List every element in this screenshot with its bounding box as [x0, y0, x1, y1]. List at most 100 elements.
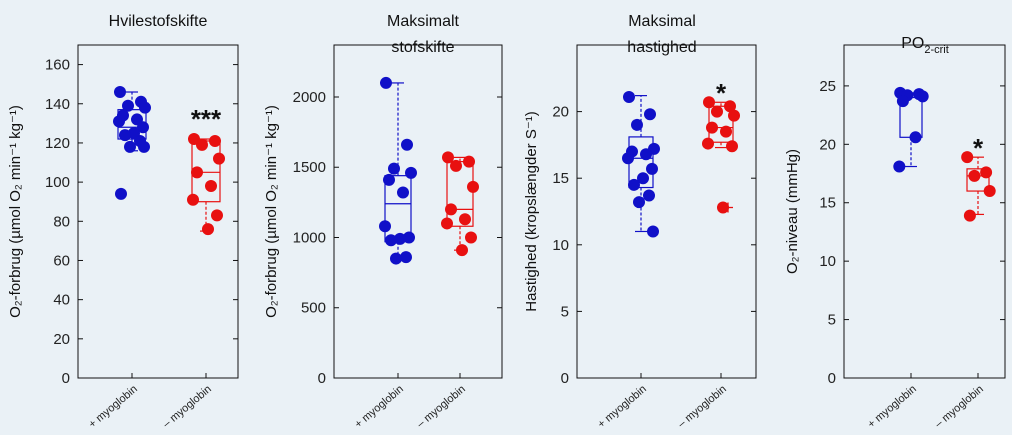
data-point [647, 225, 659, 238]
panel-1: 0 20 40 60 80 100 120 140 160 + myoglobin – myoglo… [7, 13, 239, 431]
x-category-label: – myoglobin [676, 383, 729, 430]
data-point [114, 86, 126, 99]
data-point [623, 90, 635, 103]
group-with-myoglobin [379, 76, 417, 265]
data-point [124, 140, 136, 153]
data-point [893, 160, 906, 173]
panel-2: 0 500 1000 1500 2000 + myoglobin – myoglobin Ma… [263, 13, 503, 431]
x-category-label: – myoglobin [415, 383, 468, 430]
data-point [628, 178, 640, 191]
significance-marker: * [973, 133, 984, 163]
y-axis-label: O₂-forbrug (µmol O₂ min⁻¹ kg⁻¹) [263, 105, 280, 318]
box [966, 168, 990, 192]
panel-title: Maksimal [628, 13, 696, 30]
axes-frame [576, 44, 757, 379]
panel-title: PO2-crit [901, 35, 949, 56]
y-tick-label: 15 [552, 170, 569, 187]
significance-marker: * [716, 78, 727, 108]
y-tick-label: 1000 [293, 229, 326, 246]
data-point [963, 209, 976, 222]
data-point [631, 118, 643, 131]
panel-title: Maksimalt [387, 13, 460, 30]
data-point [138, 140, 150, 153]
x-category-label: – myoglobin [161, 383, 214, 430]
data-point [113, 115, 125, 128]
group-with-myoglobin [622, 90, 660, 238]
data-point [640, 148, 652, 161]
panel-title: hastighed [627, 39, 696, 56]
data-point [646, 162, 658, 175]
data-point [202, 223, 214, 236]
axes-frame [843, 44, 1006, 379]
y-tick-label: 0 [561, 370, 569, 387]
panel-title: Hvilestofskifte [109, 13, 208, 30]
data-point [209, 134, 221, 147]
y-tick-label: 25 [819, 78, 836, 95]
data-point [397, 186, 409, 199]
panel-3: 0 5 10 15 20 + myoglobin – myoglobin Maksimal ha… [523, 13, 757, 431]
data-point [916, 90, 929, 103]
data-point [644, 108, 656, 121]
data-point [459, 213, 471, 226]
data-point [968, 169, 981, 182]
x-category-label: + myoglobin [866, 383, 919, 431]
data-point [213, 152, 225, 165]
group-with-myoglobin [113, 86, 151, 200]
data-point [463, 155, 475, 168]
data-point [441, 217, 453, 230]
data-point [187, 193, 199, 206]
group-with-myoglobin [893, 86, 929, 173]
data-point [983, 185, 996, 198]
data-point [139, 101, 151, 114]
y-tick-label: 0 [62, 370, 70, 387]
x-category-label: + myoglobin [87, 383, 140, 431]
y-tick-label: 1500 [293, 159, 326, 176]
data-point [211, 209, 223, 222]
data-point [400, 251, 412, 264]
y-tick-label: 500 [301, 300, 326, 317]
data-point [445, 203, 457, 216]
data-point [637, 172, 649, 185]
y-tick-label: 120 [45, 135, 70, 152]
data-point [706, 121, 718, 134]
axes-frame [77, 44, 239, 379]
y-tick-label: 10 [819, 253, 836, 270]
y-tick-label: 100 [45, 174, 70, 191]
data-point [724, 100, 736, 113]
y-tick-label: 5 [561, 303, 569, 320]
data-point [465, 231, 477, 244]
data-point [726, 140, 738, 153]
y-tick-label: 60 [53, 252, 70, 269]
data-point [388, 162, 400, 175]
data-point [717, 201, 729, 214]
data-point [442, 151, 454, 164]
data-point [622, 152, 634, 165]
y-tick-label: 5 [828, 312, 836, 329]
data-point [383, 173, 395, 186]
data-point [643, 189, 655, 202]
axes-frame [333, 44, 503, 379]
data-point [403, 231, 415, 244]
group-without-myoglobin [961, 151, 996, 222]
data-point [720, 125, 732, 138]
y-axis-label: O₂-forbrug (µmol O₂ min⁻¹ kg⁻¹) [7, 105, 24, 318]
data-point [394, 232, 406, 245]
data-point [961, 151, 974, 164]
y-tick-label: 20 [552, 104, 569, 121]
data-point [196, 138, 208, 151]
data-point [401, 138, 413, 151]
data-point [380, 76, 392, 89]
y-tick-label: 20 [819, 136, 836, 153]
data-point [191, 166, 203, 179]
group-without-myoglobin [441, 151, 479, 257]
data-point [896, 95, 909, 108]
data-point [385, 234, 397, 247]
group-without-myoglobin [702, 96, 740, 214]
data-point [122, 99, 134, 112]
y-tick-label: 0 [828, 370, 836, 387]
data-point [390, 252, 402, 265]
y-axis-label: Hastighed (kropslængder S⁻¹) [523, 111, 540, 312]
data-point [702, 137, 714, 150]
panel-4: 0 5 10 15 20 25 + myoglobin – myoglobin PO2-crit… [784, 35, 1006, 431]
y-tick-label: 140 [45, 96, 70, 113]
